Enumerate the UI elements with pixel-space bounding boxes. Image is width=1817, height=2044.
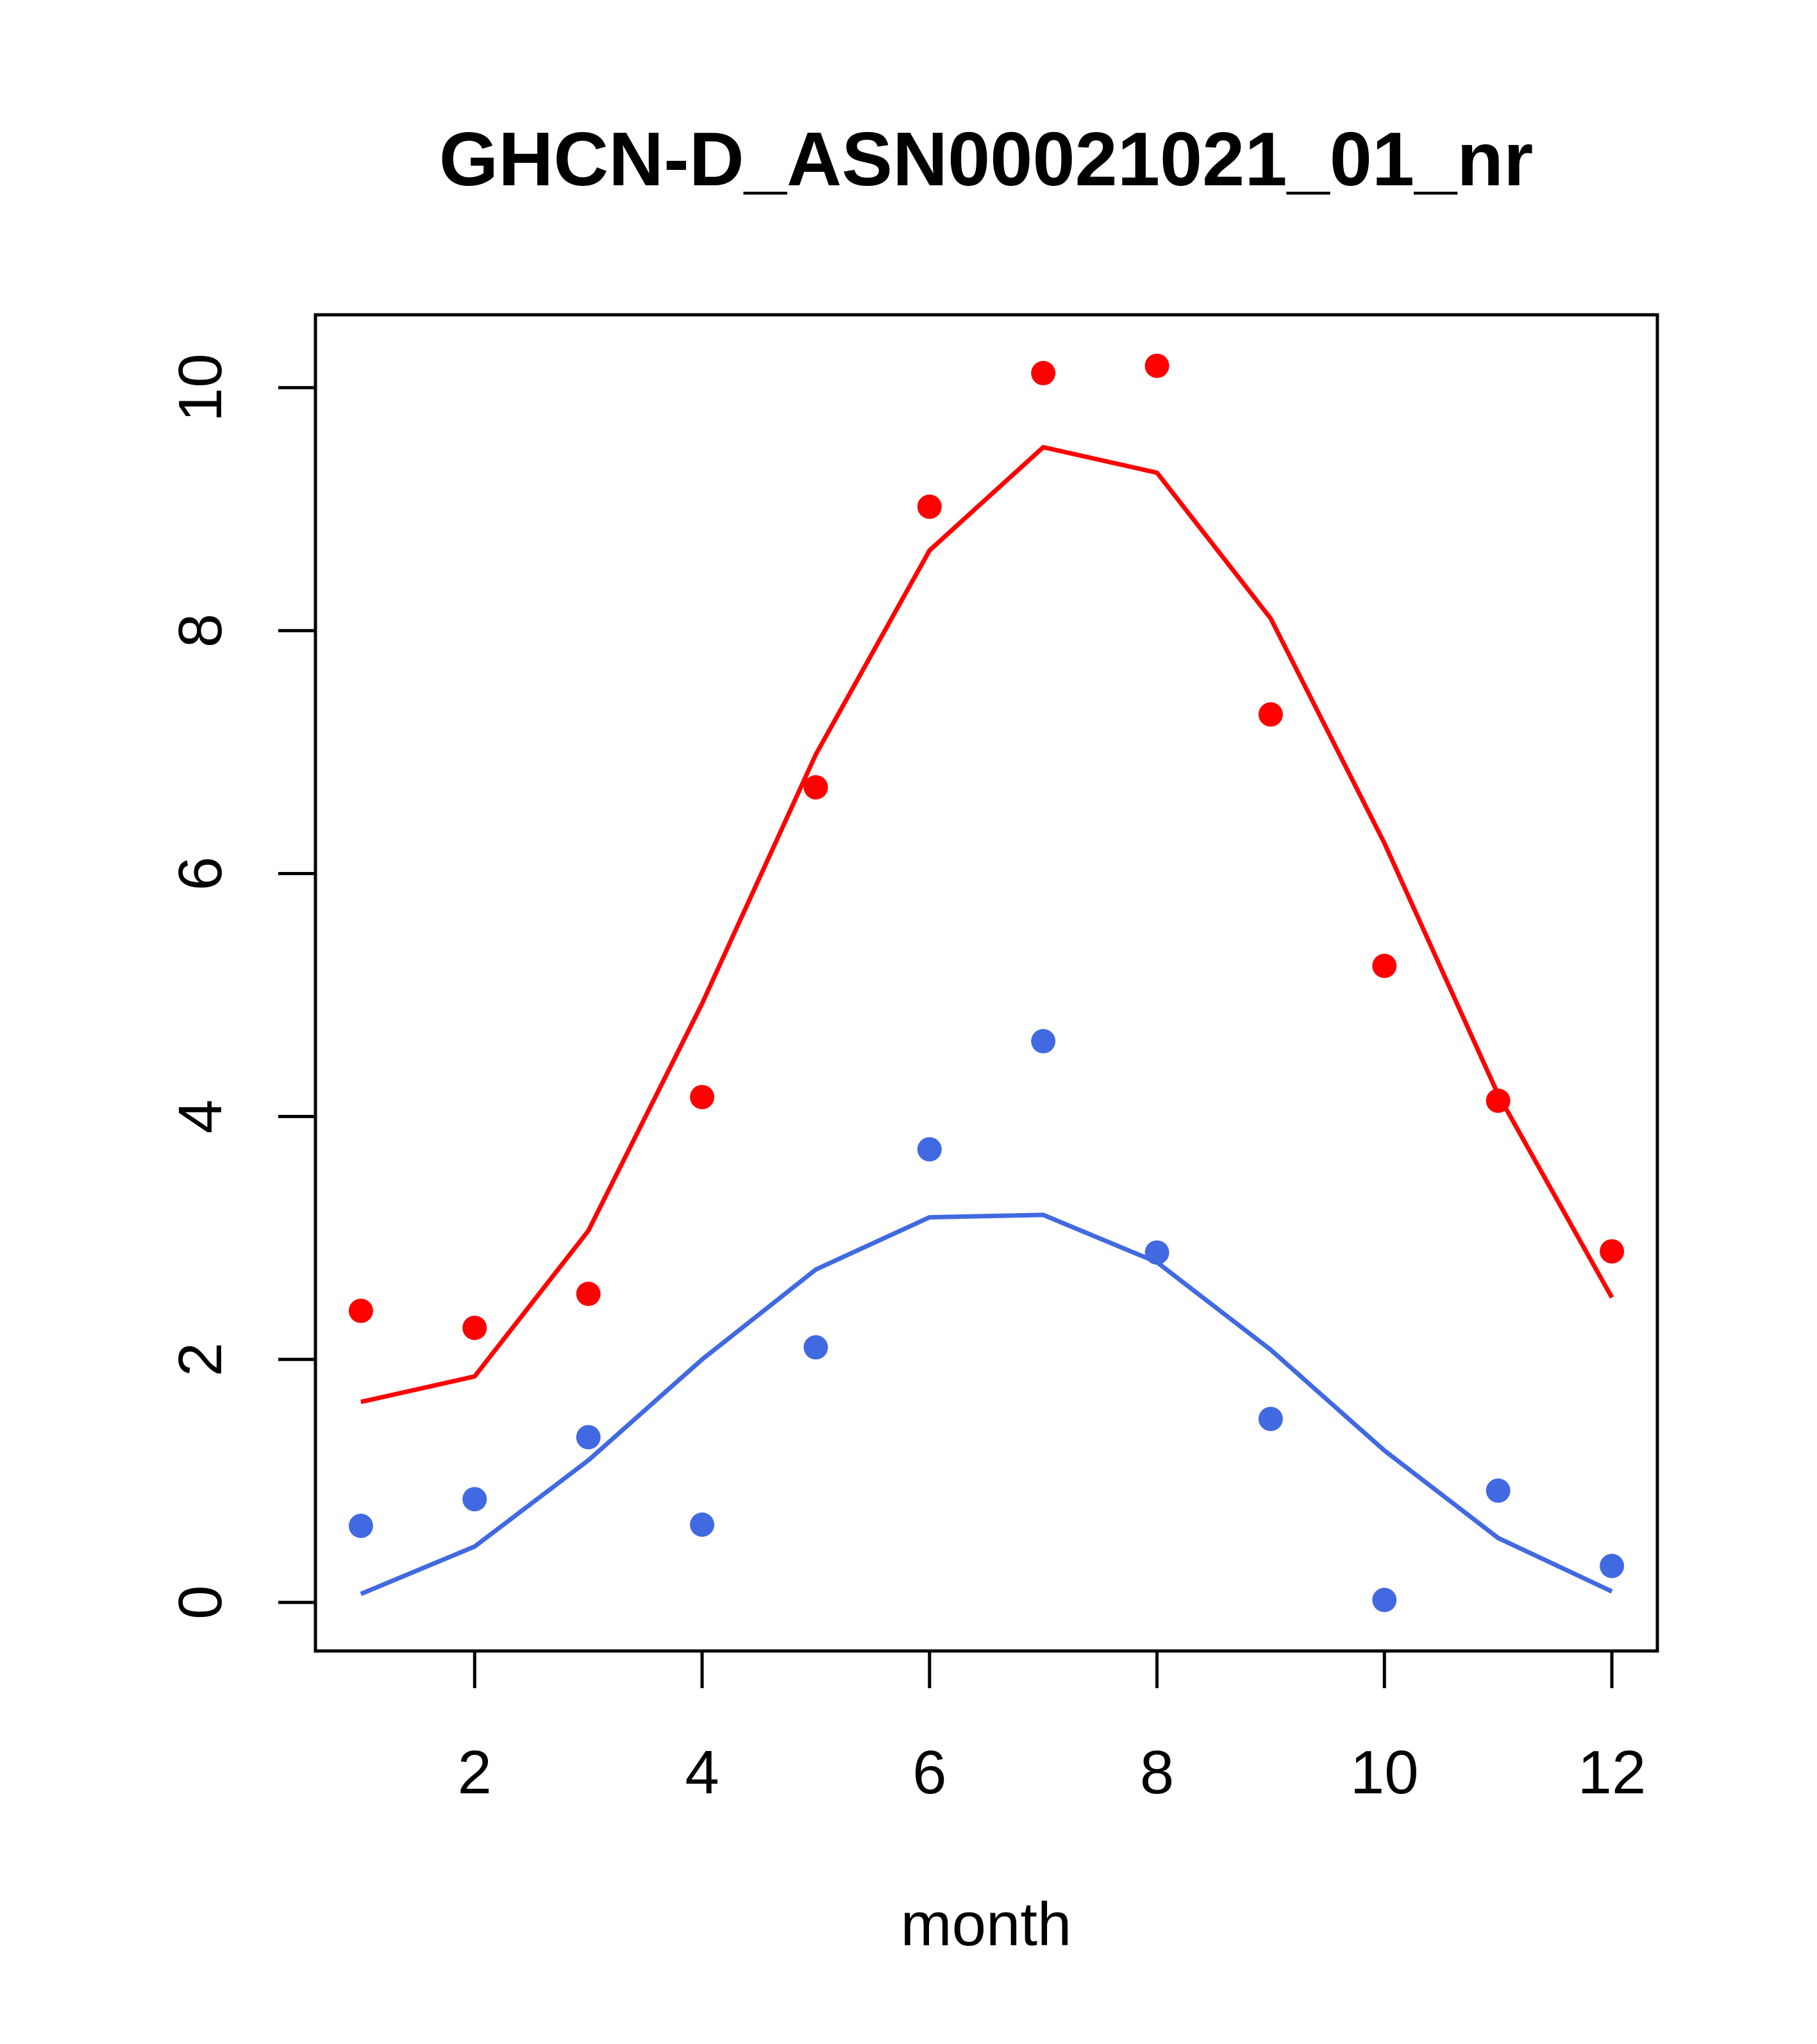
x-tick-label-2: 2 (458, 1738, 492, 1807)
x-tick-label-12: 12 (1578, 1738, 1646, 1807)
y-tick-label-2: 2 (166, 1343, 235, 1377)
plot-frame (314, 313, 1659, 1653)
series-2-point-10 (1372, 1587, 1397, 1613)
series-1-point-12 (1600, 1239, 1625, 1264)
series-1-point-4 (690, 1085, 715, 1110)
y-tick-label-6: 6 (166, 857, 235, 891)
series-1-point-11 (1486, 1088, 1511, 1113)
series-1-point-2 (462, 1316, 487, 1341)
series-2-point-8 (1144, 1240, 1169, 1265)
x-axis-label: month (901, 1890, 1072, 1959)
series-2-point-11 (1486, 1478, 1511, 1503)
series-1-point-5 (803, 775, 828, 800)
x-tick-label-10: 10 (1350, 1738, 1419, 1807)
series-2-point-7 (1031, 1028, 1056, 1053)
y-tick-label-8: 8 (166, 614, 235, 648)
x-tick-label-8: 8 (1140, 1738, 1174, 1807)
series-1-point-8 (1144, 353, 1169, 378)
series-2-point-1 (348, 1513, 373, 1538)
series-2-point-6 (917, 1137, 942, 1162)
x-axis: 2 4 6 8 10 12 (458, 1651, 1646, 1807)
series-2-point-5 (803, 1335, 828, 1360)
series-2-line (360, 1212, 1613, 1596)
series-1-point-9 (1258, 702, 1283, 727)
x-tick-label-4: 4 (685, 1738, 719, 1807)
x-tick-label-6: 6 (912, 1738, 946, 1807)
series-2-point-9 (1258, 1407, 1283, 1432)
y-axis: 0 2 4 6 8 10 (166, 353, 315, 1620)
series-1-point-10 (1372, 953, 1397, 978)
y-tick-label-10: 10 (166, 353, 235, 422)
series-2-point-12 (1600, 1554, 1625, 1579)
series-2-point-3 (576, 1425, 601, 1450)
chart-title: GHCN-D_ASN00021021_01_nr (439, 117, 1534, 202)
series-1-point-3 (576, 1282, 601, 1306)
series-2-point-2 (462, 1487, 487, 1512)
y-tick-label-4: 4 (166, 1100, 235, 1134)
series-1-line (360, 445, 1614, 1405)
series-1-point-7 (1031, 360, 1056, 385)
series-2-point-4 (690, 1512, 715, 1537)
series-layer (348, 353, 1625, 1613)
series-1-point-6 (917, 494, 942, 519)
y-tick-label-0: 0 (166, 1586, 235, 1620)
series-1-point-1 (348, 1298, 373, 1323)
